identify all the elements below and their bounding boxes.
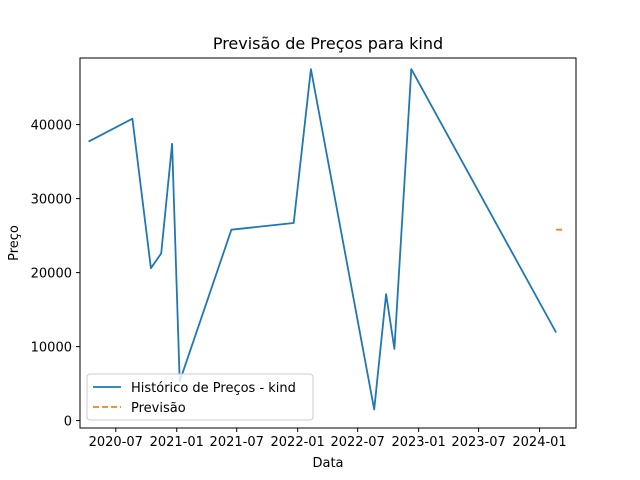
x-tick-label: 2022-01 bbox=[271, 435, 325, 450]
plot-frame bbox=[79, 57, 577, 429]
chart-title: Previsão de Preços para kind bbox=[213, 34, 443, 53]
x-axis-label: Data bbox=[312, 456, 343, 471]
x-tick-label: 2022-07 bbox=[330, 435, 384, 450]
x-tick-label: 2024-01 bbox=[512, 435, 566, 450]
x-ticks: 2020-07 2021-01 2021-07 2022-01 2022-07 2023-… bbox=[89, 428, 567, 450]
x-tick-label: 2021-01 bbox=[150, 435, 204, 450]
series-line-1 bbox=[88, 68, 557, 411]
y-tick-label: 30000 bbox=[31, 193, 72, 208]
legend-label-1: Histórico de Preços - kind bbox=[131, 381, 296, 396]
x-tick-label: 2023-07 bbox=[451, 435, 505, 450]
x-tick-label: 2020-07 bbox=[89, 435, 143, 450]
y-tick-label: 20000 bbox=[31, 267, 72, 282]
legend-box bbox=[86, 373, 314, 421]
legend-label-2: Previsão bbox=[131, 401, 186, 416]
x-tick-label: 2021-07 bbox=[210, 435, 264, 450]
legend: Histórico de Preços - kind Previsão bbox=[86, 373, 314, 421]
series-layer bbox=[88, 68, 565, 411]
y-axis-label: Preço bbox=[7, 225, 22, 261]
y-tick-label: 40000 bbox=[31, 119, 72, 134]
y-tick-label: 0 bbox=[64, 415, 72, 430]
y-ticks: 0 10000 20000 30000 40000 bbox=[31, 119, 80, 430]
x-tick-label: 2023-01 bbox=[391, 435, 445, 450]
y-tick-label: 10000 bbox=[31, 341, 72, 356]
